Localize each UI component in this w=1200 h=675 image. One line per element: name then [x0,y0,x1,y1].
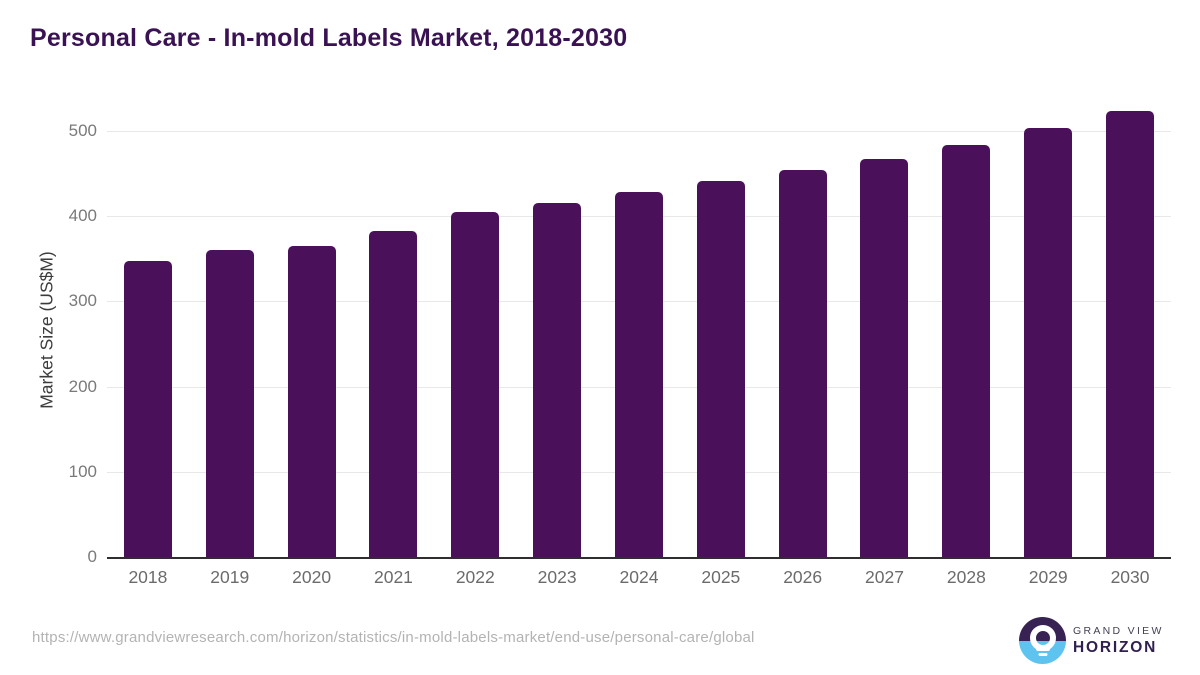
bar-2018 [124,260,172,557]
x-tick-label-2026: 2026 [783,567,823,587]
source-url: https://www.grandviewresearch.com/horizo… [32,629,755,646]
bar-2029 [1024,127,1073,557]
x-tick-label-2028: 2028 [946,567,986,587]
chart-title: Personal Care - In-mold Labels Market, 2… [30,24,628,52]
bar-2024 [614,192,663,557]
x-tick-label-2027: 2027 [865,567,904,587]
bar-2019 [205,250,254,557]
bar-2025 [696,181,745,557]
horizon-sun-logo-icon [1019,617,1066,664]
bar-2020 [287,246,336,557]
x-tick-label-2030: 2030 [1110,567,1150,587]
x-tick-label-2018: 2018 [128,567,168,587]
y-axis-tick-labels: 0 100 200 300 400 500 [0,100,97,566]
y-tick-label-400: 400 [68,206,97,226]
x-tick-label-2023: 2023 [537,567,577,587]
logo-text: GRAND VIEW HORIZON [1073,624,1164,656]
bar-2022 [451,211,500,557]
x-tick-label-2029: 2029 [1028,567,1068,587]
x-tick-label-2025: 2025 [701,567,741,587]
logo-text-horizon: HORIZON [1073,639,1158,656]
x-axis-tick-labels: 2018 2019 2020 2021 2022 2023 2024 2025 2026 2027… [107,567,1171,588]
y-tick-label-300: 300 [68,291,97,311]
x-tick-label-2022: 2022 [455,567,495,587]
sun-reflection-line [1035,647,1050,651]
bar-2027 [860,159,909,557]
y-tick-label-500: 500 [68,121,97,140]
y-tick-label-100: 100 [68,461,97,481]
bar-2026 [778,170,827,557]
x-tick-label-2021: 2021 [373,567,413,587]
logo-text-grand-view: GRAND VIEW [1073,624,1164,637]
x-tick-label-2019: 2019 [210,567,250,587]
bar-2030 [1105,110,1154,557]
sun-reflection-line [1038,653,1047,656]
y-tick-label-0: 0 [87,547,97,566]
gridline-500 [107,131,1171,132]
bar-2023 [533,202,582,557]
brand-logo: GRAND VIEW HORIZON [1019,617,1164,664]
bar-2028 [942,144,991,557]
x-tick-label-2024: 2024 [619,567,659,587]
plot-area [107,100,1171,559]
bar-series [107,100,1171,557]
bar-2021 [369,230,418,557]
y-tick-label-200: 200 [68,376,97,396]
x-tick-label-2020: 2020 [292,567,332,587]
